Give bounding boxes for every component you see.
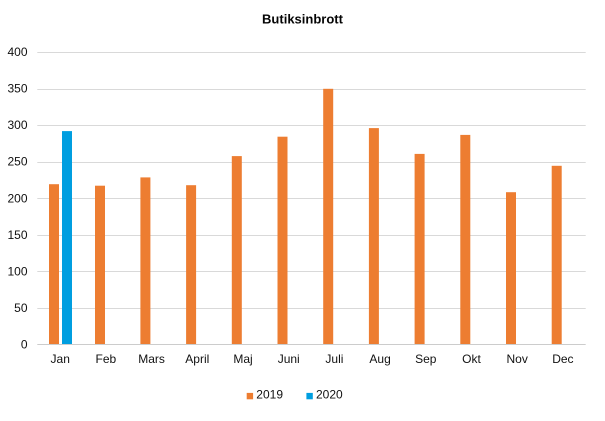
svg-text:Butiksinbrott: Butiksinbrott bbox=[262, 12, 344, 27]
svg-text:0: 0 bbox=[21, 338, 28, 352]
svg-text:150: 150 bbox=[7, 228, 27, 242]
svg-text:Jan: Jan bbox=[51, 352, 70, 366]
svg-text:Sep: Sep bbox=[415, 352, 437, 366]
svg-text:300: 300 bbox=[7, 118, 27, 132]
svg-text:Nov: Nov bbox=[507, 352, 528, 366]
svg-text:100: 100 bbox=[7, 264, 27, 278]
svg-text:Dec: Dec bbox=[552, 352, 573, 366]
svg-text:400: 400 bbox=[7, 45, 27, 59]
svg-text:Juni: Juni bbox=[278, 352, 300, 366]
svg-text:Mars: Mars bbox=[138, 352, 165, 366]
svg-text:2019: 2019 bbox=[256, 388, 283, 402]
svg-text:Maj: Maj bbox=[233, 352, 252, 366]
svg-text:Okt: Okt bbox=[462, 352, 481, 366]
svg-text:250: 250 bbox=[7, 155, 27, 169]
svg-text:Feb: Feb bbox=[96, 352, 117, 366]
svg-text:Aug: Aug bbox=[369, 352, 390, 366]
svg-text:Juli: Juli bbox=[325, 352, 343, 366]
svg-text:2020: 2020 bbox=[316, 388, 343, 402]
svg-text:50: 50 bbox=[14, 301, 28, 315]
svg-text:April: April bbox=[185, 352, 209, 366]
svg-text:200: 200 bbox=[7, 191, 27, 205]
svg-text:350: 350 bbox=[7, 82, 27, 96]
